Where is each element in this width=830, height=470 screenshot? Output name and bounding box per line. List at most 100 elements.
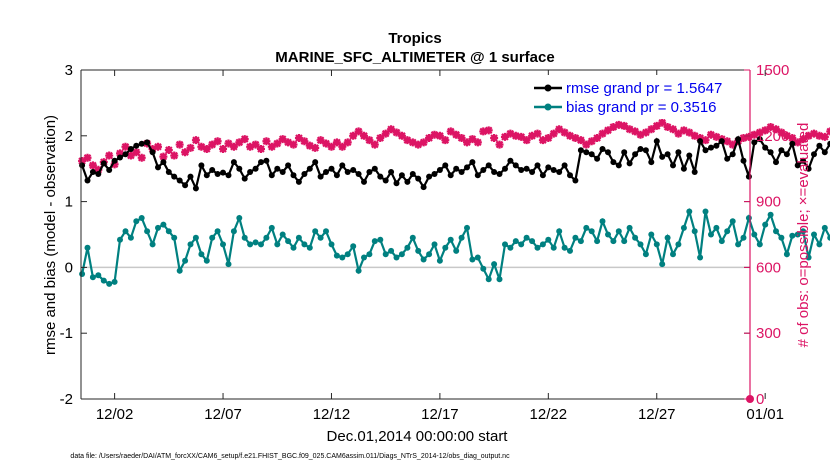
rmse-point [702, 147, 709, 154]
obs-marker [419, 138, 428, 147]
rmse-point [133, 142, 140, 149]
right-tick-label: 0 [756, 391, 764, 408]
obs-marker [739, 133, 748, 142]
bias-point [301, 241, 308, 248]
rmse-point [778, 147, 785, 154]
legend-box [530, 75, 730, 119]
bias-point [371, 238, 378, 245]
bias-point [155, 224, 161, 231]
rmse-point [610, 159, 617, 166]
obs-marker [332, 138, 341, 147]
bias-series [79, 207, 830, 287]
right-tick-label: 900 [756, 194, 781, 211]
bias-point [420, 256, 427, 263]
bias-point [664, 234, 671, 241]
bias-point [263, 234, 270, 241]
bias-point [534, 244, 541, 251]
rmse-point [453, 165, 460, 172]
rmse-point [176, 177, 183, 184]
obs-marker [267, 142, 276, 151]
obs-marker [246, 142, 255, 151]
rmse-point [225, 172, 232, 179]
bias-point [729, 218, 736, 225]
obs-marker [815, 131, 824, 140]
obs-marker [652, 121, 661, 130]
obs-marker [706, 130, 715, 139]
rmse-point [312, 159, 319, 166]
bias-point [610, 238, 617, 245]
obs-marker [316, 136, 325, 145]
obs-marker [78, 157, 87, 166]
obs-marker [506, 129, 515, 138]
rmse-point [773, 159, 779, 166]
legend: rmse grand pr = 1.5647 bias grand pr = 0… [530, 75, 730, 119]
bias-point [713, 224, 720, 231]
rmse-point [469, 159, 476, 166]
obs-marker [181, 148, 190, 157]
legend-bias-label: bias grand pr = 0.3516 [566, 99, 717, 116]
rmse-point [545, 164, 552, 171]
bias-point [165, 228, 172, 235]
obs-marker [809, 129, 818, 138]
bias-point [572, 234, 579, 241]
rmse-point [572, 177, 579, 184]
obs-marker [278, 135, 287, 144]
obs-marker [387, 125, 396, 134]
rmse-point [729, 151, 736, 158]
bias-point [507, 244, 514, 251]
bias-point [274, 241, 281, 248]
rmse-point [252, 165, 259, 172]
rmse-point [279, 169, 286, 175]
rmse-point [317, 173, 324, 180]
obs-marker [772, 125, 781, 134]
bias-point [496, 276, 503, 283]
bias-point [236, 215, 243, 221]
bias-point [718, 238, 725, 245]
rmse-point [436, 167, 443, 173]
bias-point [632, 234, 639, 241]
rmse-point [192, 185, 199, 192]
obs-marker [88, 161, 97, 170]
bias-point [133, 218, 140, 225]
bias-point [512, 238, 519, 245]
obs-marker [782, 131, 791, 140]
bias-point [404, 244, 411, 251]
bias-point [409, 234, 416, 241]
bias-point [637, 241, 644, 248]
rmse-point [214, 171, 221, 177]
rmse-point [171, 173, 178, 180]
rmse-point [740, 157, 747, 164]
obs-marker [262, 137, 271, 146]
rmse-point [285, 162, 292, 169]
rmse-point [274, 165, 281, 172]
bias-point [648, 231, 655, 238]
bias-point [691, 228, 698, 235]
rmse-point [637, 146, 644, 152]
rmse-point [377, 173, 384, 180]
obs-marker [349, 131, 358, 140]
bias-point [605, 231, 611, 238]
rmse-point [577, 147, 584, 154]
rmse-point [485, 162, 492, 169]
bias-point [485, 276, 492, 283]
bias-point [480, 265, 487, 272]
obs-marker [500, 132, 509, 141]
rmse-point [642, 147, 649, 154]
bias-point [393, 254, 400, 261]
bias-point [816, 241, 823, 248]
obs-marker [322, 139, 331, 148]
bias-point [615, 228, 622, 235]
bias-point [670, 251, 676, 258]
obs-marker [582, 140, 591, 149]
bias-point [811, 231, 817, 238]
obs-marker [468, 135, 477, 144]
rmse-point [670, 162, 676, 169]
rmse-point [794, 162, 801, 169]
bias-point [745, 215, 752, 221]
rmse-point [209, 167, 216, 173]
bias-point [95, 272, 102, 279]
bias-point [366, 251, 373, 258]
bias-point [783, 251, 790, 258]
rmse-point [382, 177, 389, 184]
obs-marker [219, 144, 228, 153]
